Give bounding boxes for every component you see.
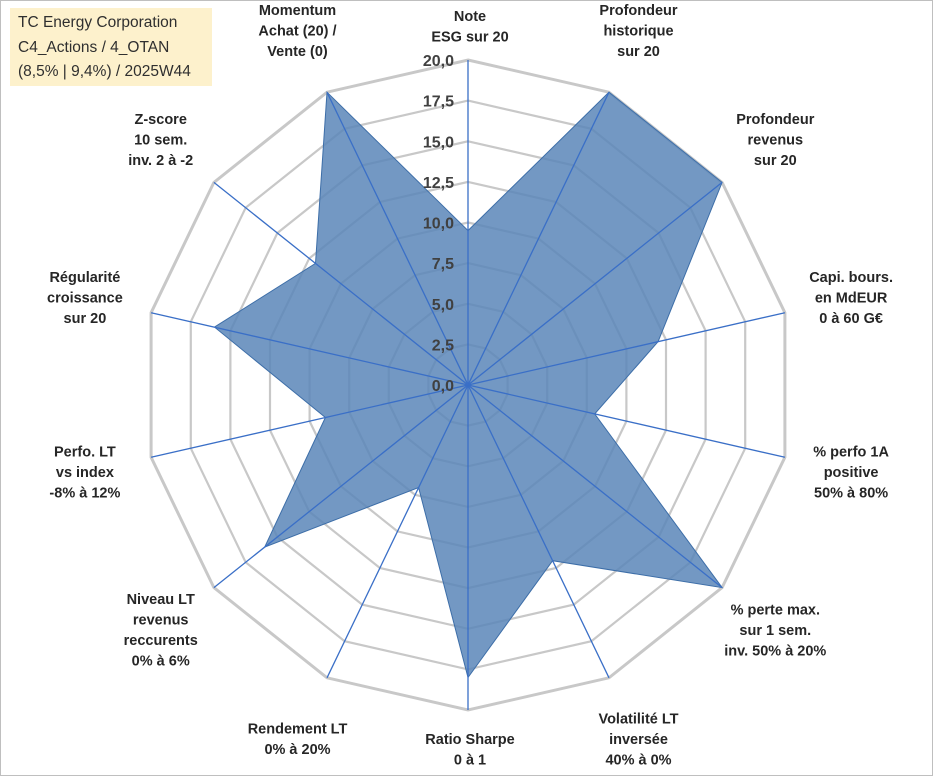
axis-label-line: Volatilité LT [598,711,678,727]
axis-label-line: 40% à 0% [605,752,671,768]
tick-label: 7,5 [432,256,454,273]
axis-label: % perte max. sur 1 sem. inv. 50% à 20% [724,602,826,659]
axis-label-line: revenus [747,133,803,149]
axis-spoke [326,384,469,679]
title-category: C4_Actions / 4_OTAN [18,39,170,56]
axis-spoke [150,312,469,386]
axis-label-line: % perfo 1A [813,445,889,461]
axis-label-line: 0 à 60 G€ [819,311,883,327]
tick-label: 5,0 [432,297,454,314]
axis-spoke [213,181,469,386]
axis-label-line: inv. 50% à 20% [724,643,826,659]
axis-label: Perfo. LT vs index -8% à 12% [49,445,120,502]
axis-spoke [467,384,786,458]
axis-label: Z-score 10 sem. inv. 2 à -2 [128,112,193,169]
title-period: (8,5% | 9,4%) / 2025W44 [18,63,191,80]
axis-spoke [467,384,723,589]
axis-label-line: sur 20 [617,44,660,60]
tick-label: 0,0 [432,378,454,395]
axis-label-line: croissance [47,290,123,306]
axis-label-line: Régularité [49,270,120,286]
axis-label-line: sur 20 [64,311,107,327]
axis-label-line: 50% à 80% [814,486,888,502]
axis-label-line: Perfo. LT [54,445,116,461]
axis-label-line: historique [603,24,673,40]
axis-label: Niveau LT revenus reccurents 0% à 6% [124,592,198,670]
title-box: TC Energy Corporation C4_Actions / 4_OTA… [10,8,212,86]
axis-label-line: Vente (0) [267,44,328,60]
axis-label-line: 0% à 6% [132,654,190,670]
axis-label-line: sur 20 [754,153,797,169]
axis-label: Volatilité LT inversée 40% à 0% [598,711,678,768]
axis-label-line: Ratio Sharpe [425,732,514,748]
axis-labels: Note ESG sur 20 Profondeur historique sur 20… [47,3,893,768]
axis-label-line: ESG sur 20 [431,30,508,46]
axis-label: % perfo 1A positive 50% à 80% [813,445,889,502]
axis-label-line: en MdEUR [815,290,888,306]
axis-label-line: Niveau LT [127,592,195,608]
axis-label-line: Rendement LT [248,722,348,738]
axis-label: Profondeur historique sur 20 [599,3,677,60]
axis-label-line: Profondeur [736,112,814,128]
axis-spoke [150,384,469,458]
axis-label-line: 0% à 20% [264,742,330,758]
radar-spokes [150,60,786,710]
tick-label: 15,0 [423,134,454,151]
axis-label-line: Achat (20) / [258,24,336,40]
axis-label-line: Capi. bours. [809,270,893,286]
tick-labels: 0,0 2,5 5,0 7,5 10,0 12,5 15,0 17,5 20,0 [423,53,454,395]
tick-label: 2,5 [432,337,454,354]
axis-label: Rendement LT 0% à 20% [248,722,348,759]
axis-label-line: vs index [56,465,114,481]
axis-label-line: revenus [133,613,189,629]
axis-label-line: 10 sem. [134,133,187,149]
tick-label: 12,5 [423,175,454,192]
axis-label-line: Profondeur [599,3,677,19]
axis-label-line: inv. 2 à -2 [128,153,193,169]
axis-label: Note ESG sur 20 [431,9,508,46]
axis-label-line: positive [824,465,879,481]
axis-label-line: Z-score [135,112,187,128]
tick-label: 20,0 [423,53,454,70]
axis-label-line: sur 1 sem. [739,623,811,639]
axis-label-line: inversée [609,732,668,748]
axis-label-line: % perte max. [731,602,820,618]
axis-spoke [326,91,469,386]
axis-label-line: reccurents [124,633,198,649]
axis-spoke [467,181,723,386]
title-company: TC Energy Corporation [18,14,178,31]
axis-spoke [467,384,610,679]
axis-spoke [467,312,786,386]
axis-label-line: 0 à 1 [454,753,486,769]
axis-label-line: Note [454,9,486,25]
axis-label: Ratio Sharpe 0 à 1 [425,732,514,769]
axis-spoke [467,91,610,386]
axis-label: Capi. bours. en MdEUR 0 à 60 G€ [809,270,893,327]
axis-label-line: -8% à 12% [49,486,120,502]
axis-label-line: Momentum [259,3,336,19]
axis-label: Momentum Achat (20) / Vente (0) [258,3,336,60]
tick-label: 10,0 [423,216,454,233]
axis-label: Régularité croissance sur 20 [47,270,123,327]
tick-label: 17,5 [423,94,454,111]
axis-label: Profondeur revenus sur 20 [736,112,814,169]
axis-spoke [213,384,469,589]
